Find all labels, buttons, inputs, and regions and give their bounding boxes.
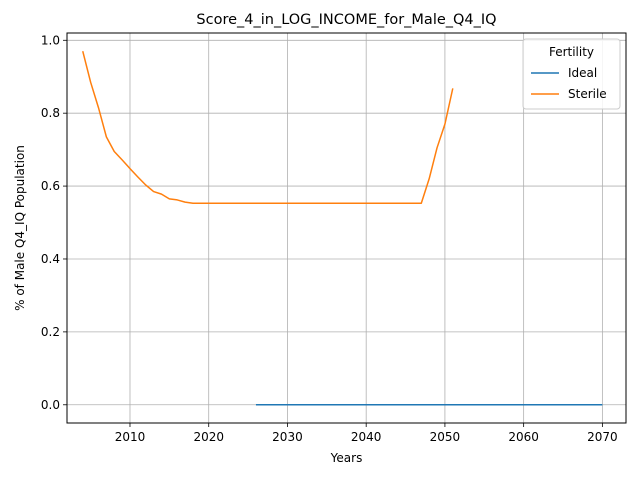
y-tick-label: 1.0 <box>41 33 60 47</box>
legend-title: Fertility <box>549 45 594 59</box>
x-tick-label: 2050 <box>430 430 461 444</box>
plot-frame <box>66 32 627 424</box>
legend-label-sterile: Sterile <box>568 87 607 101</box>
x-tick-label: 2030 <box>272 430 303 444</box>
x-tick-label: 2070 <box>587 430 618 444</box>
series-lines <box>82 51 603 406</box>
x-tick-label: 2010 <box>115 430 146 444</box>
y-tick-label: 0.8 <box>41 106 60 120</box>
y-tick-label: 0.4 <box>41 252 60 266</box>
series-line-sterile <box>82 51 454 204</box>
x-tick-label: 2060 <box>508 430 539 444</box>
legend-label-ideal: Ideal <box>568 66 597 80</box>
x-axis-label: Years <box>330 451 363 465</box>
x-tick-label: 2040 <box>351 430 382 444</box>
y-tick-label: 0.6 <box>41 179 60 193</box>
legend-box <box>522 38 621 110</box>
chart-title: Score_4_in_LOG_INCOME_for_Male_Q4_IQ <box>196 12 496 28</box>
axis-ticks: 2010 2020 2030 2040 2050 2060 2070 0.0 0.2 0.4 0.6… <box>41 33 618 444</box>
y-tick-label: 0.0 <box>41 398 60 412</box>
x-tick-label: 2020 <box>193 430 224 444</box>
grid <box>67 33 626 423</box>
legend: Fertility Ideal Sterile <box>522 38 621 110</box>
y-tick-label: 0.2 <box>41 325 60 339</box>
y-axis-label: % of Male Q4_IQ Population <box>13 145 27 311</box>
